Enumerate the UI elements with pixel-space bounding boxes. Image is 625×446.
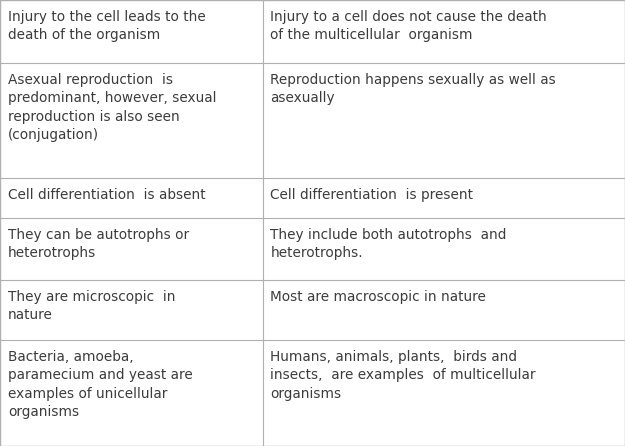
Text: Reproduction happens sexually as well as
asexually: Reproduction happens sexually as well as… [271, 73, 556, 105]
Text: Cell differentiation  is present: Cell differentiation is present [271, 188, 474, 202]
Text: Most are macroscopic in nature: Most are macroscopic in nature [271, 290, 486, 304]
Text: Injury to the cell leads to the
death of the organism: Injury to the cell leads to the death of… [8, 10, 206, 42]
Text: Asexual reproduction  is
predominant, however, sexual
reproduction is also seen
: Asexual reproduction is predominant, how… [8, 73, 216, 142]
Text: Cell differentiation  is absent: Cell differentiation is absent [8, 188, 206, 202]
Text: Humans, animals, plants,  birds and
insects,  are examples  of multicellular
org: Humans, animals, plants, birds and insec… [271, 350, 536, 401]
Text: They are microscopic  in
nature: They are microscopic in nature [8, 290, 176, 322]
Text: They can be autotrophs or
heterotrophs: They can be autotrophs or heterotrophs [8, 228, 189, 260]
Text: They include both autotrophs  and
heterotrophs.: They include both autotrophs and heterot… [271, 228, 507, 260]
Text: Bacteria, amoeba,
paramecium and yeast are
examples of unicellular
organisms: Bacteria, amoeba, paramecium and yeast a… [8, 350, 192, 419]
Text: Injury to a cell does not cause the death
of the multicellular  organism: Injury to a cell does not cause the deat… [271, 10, 548, 42]
